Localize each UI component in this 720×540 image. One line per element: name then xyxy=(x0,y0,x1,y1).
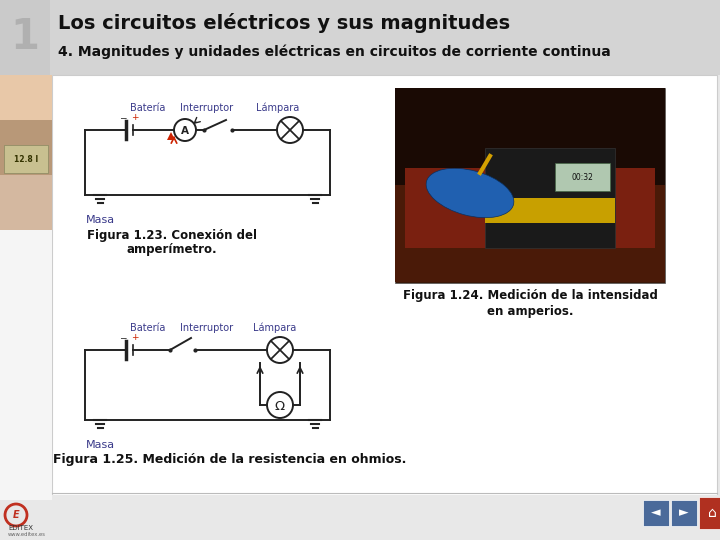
Text: Batería: Batería xyxy=(130,323,166,333)
FancyBboxPatch shape xyxy=(395,185,665,282)
FancyBboxPatch shape xyxy=(52,75,717,495)
Circle shape xyxy=(277,117,303,143)
FancyBboxPatch shape xyxy=(0,120,52,175)
FancyBboxPatch shape xyxy=(485,148,615,248)
FancyBboxPatch shape xyxy=(395,88,665,185)
FancyBboxPatch shape xyxy=(643,500,669,526)
Circle shape xyxy=(267,337,293,363)
Text: Lámpara: Lámpara xyxy=(256,103,300,113)
FancyBboxPatch shape xyxy=(555,163,610,191)
Text: www.editex.es: www.editex.es xyxy=(8,532,46,537)
Ellipse shape xyxy=(426,168,514,218)
Text: 12.8 I: 12.8 I xyxy=(14,154,38,164)
Text: ►: ► xyxy=(679,507,689,519)
Text: Figura 1.23. Conexión del: Figura 1.23. Conexión del xyxy=(87,228,257,241)
Text: Masa: Masa xyxy=(86,440,114,450)
FancyBboxPatch shape xyxy=(0,0,50,75)
Text: Interruptor: Interruptor xyxy=(181,323,233,333)
Text: en amperios.: en amperios. xyxy=(487,305,573,318)
Text: ⌂: ⌂ xyxy=(708,506,716,520)
Text: 1: 1 xyxy=(11,16,40,58)
Text: ◄: ◄ xyxy=(651,507,661,519)
Circle shape xyxy=(174,119,196,141)
Text: 4. Magnitudes y unidades eléctricas en circuitos de corriente continua: 4. Magnitudes y unidades eléctricas en c… xyxy=(58,45,611,59)
FancyBboxPatch shape xyxy=(0,0,720,75)
FancyBboxPatch shape xyxy=(0,495,720,540)
Text: A: A xyxy=(181,126,189,136)
Text: EDITEX: EDITEX xyxy=(8,525,33,531)
Text: Masa: Masa xyxy=(86,215,114,225)
Text: Lámpara: Lámpara xyxy=(253,323,297,333)
Polygon shape xyxy=(167,132,175,140)
Text: Figura 1.24. Medición de la intensidad: Figura 1.24. Medición de la intensidad xyxy=(402,289,657,302)
FancyBboxPatch shape xyxy=(485,198,615,223)
FancyBboxPatch shape xyxy=(671,500,697,526)
FancyBboxPatch shape xyxy=(395,88,665,283)
Text: −: − xyxy=(120,113,127,123)
Circle shape xyxy=(267,392,293,418)
Text: Ω: Ω xyxy=(275,400,285,413)
Text: E: E xyxy=(13,510,19,520)
Text: Figura 1.25. Medición de la resistencia en ohmios.: Figura 1.25. Medición de la resistencia … xyxy=(53,454,407,467)
Text: −: − xyxy=(120,334,127,342)
FancyBboxPatch shape xyxy=(0,75,52,230)
FancyBboxPatch shape xyxy=(4,145,48,173)
FancyBboxPatch shape xyxy=(0,75,52,155)
Text: +: + xyxy=(131,113,139,123)
Text: +: + xyxy=(131,334,139,342)
Text: Batería: Batería xyxy=(130,103,166,113)
Text: Los circuitos eléctricos y sus magnitudes: Los circuitos eléctricos y sus magnitude… xyxy=(58,13,510,33)
FancyBboxPatch shape xyxy=(405,168,655,248)
FancyBboxPatch shape xyxy=(699,497,720,529)
Text: Interruptor: Interruptor xyxy=(181,103,233,113)
Text: amperímetro.: amperímetro. xyxy=(127,244,217,256)
FancyBboxPatch shape xyxy=(0,230,52,500)
Text: 00:32: 00:32 xyxy=(571,172,593,181)
